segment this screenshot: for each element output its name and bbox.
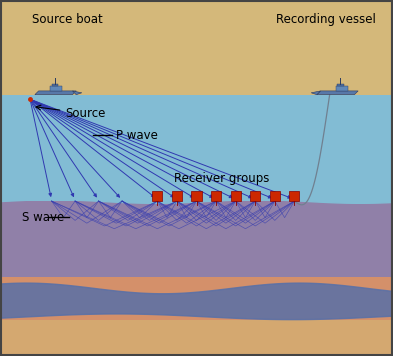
Text: Recording vessel: Recording vessel xyxy=(276,13,376,26)
Text: Receiver groups: Receiver groups xyxy=(174,172,270,185)
Polygon shape xyxy=(72,91,82,95)
Bar xyxy=(172,192,182,201)
Text: S wave: S wave xyxy=(22,210,64,224)
Bar xyxy=(1,277,392,320)
Polygon shape xyxy=(35,91,76,95)
Bar xyxy=(336,86,348,91)
Text: Source boat: Source boat xyxy=(32,13,103,26)
Bar xyxy=(52,84,58,86)
Bar xyxy=(270,192,280,201)
Bar xyxy=(1,1,392,95)
Bar xyxy=(289,192,299,201)
Bar xyxy=(1,201,392,277)
Bar xyxy=(50,86,62,91)
Bar xyxy=(1,320,392,355)
Bar xyxy=(338,84,344,86)
Bar xyxy=(250,192,260,201)
Polygon shape xyxy=(317,91,358,95)
Bar xyxy=(211,192,221,201)
Text: Source: Source xyxy=(36,105,106,120)
Bar xyxy=(191,192,202,201)
Bar xyxy=(231,192,241,201)
Bar xyxy=(152,192,162,201)
Bar xyxy=(1,95,392,201)
Polygon shape xyxy=(311,91,321,95)
Text: P wave: P wave xyxy=(116,129,158,142)
